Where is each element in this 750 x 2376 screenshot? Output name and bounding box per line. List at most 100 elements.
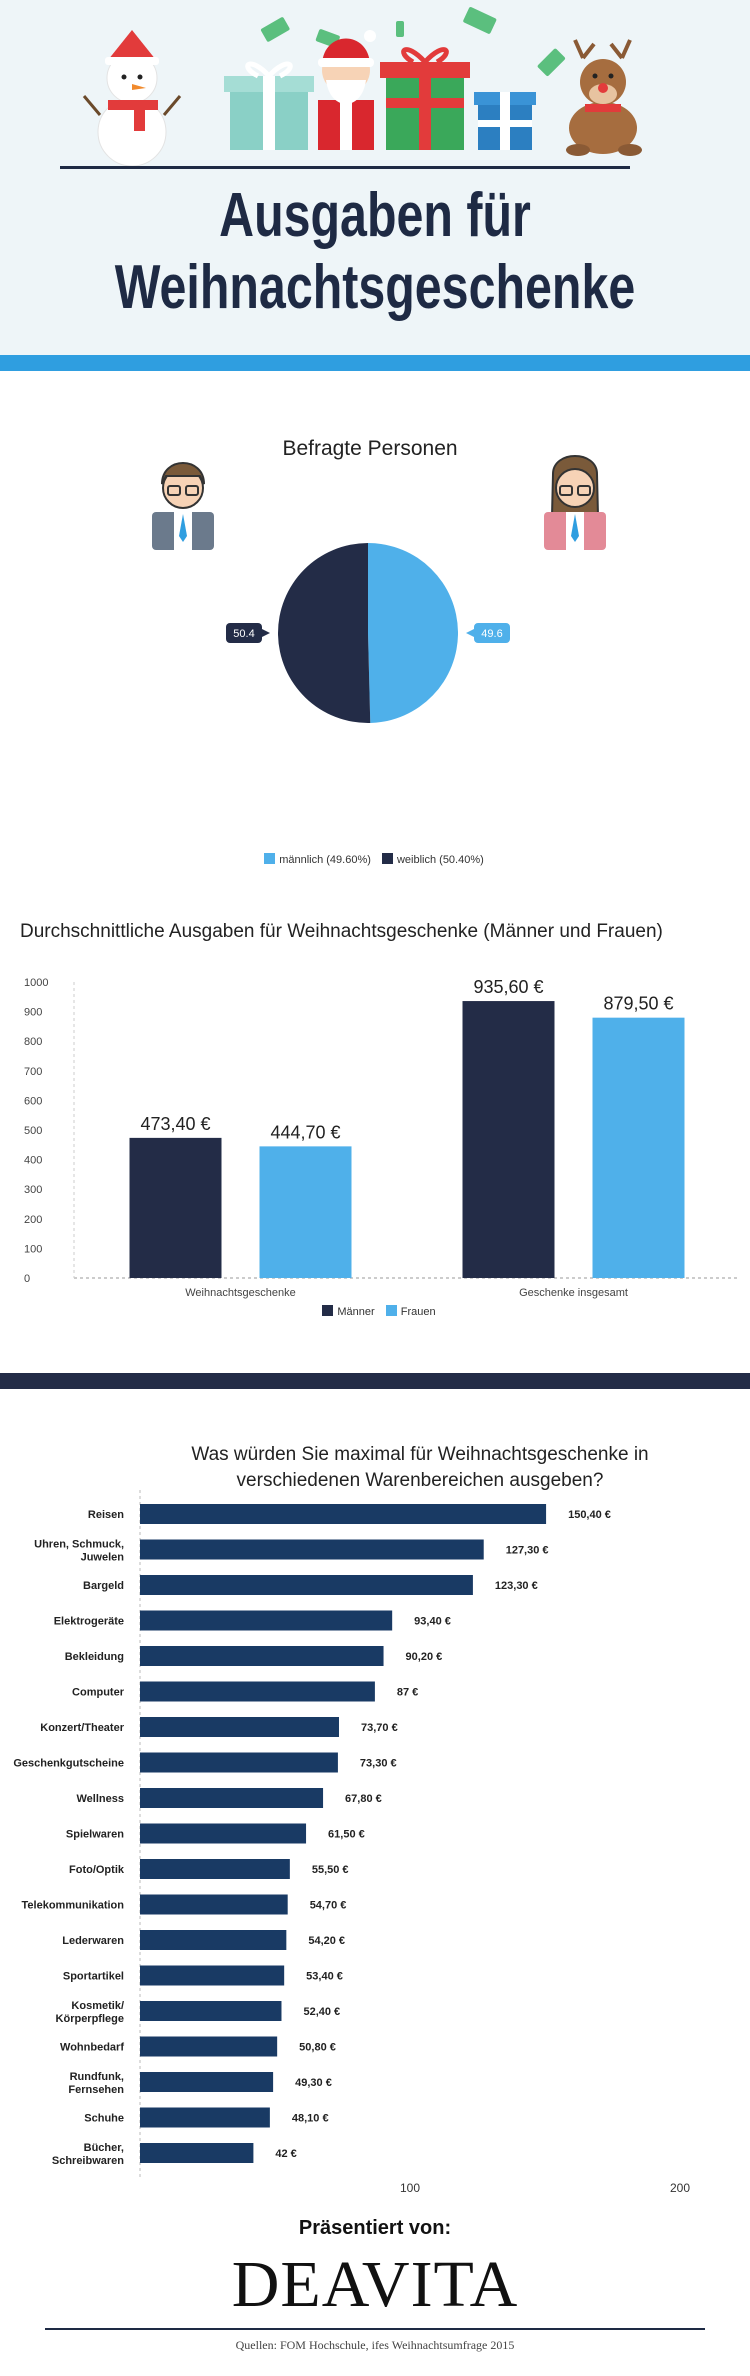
hbar-category-label: Telekommunikation <box>22 1900 125 1912</box>
bar-women <box>592 1017 685 1278</box>
page-title-line1: Ausgaben für <box>219 181 531 250</box>
y-tick-label: 700 <box>24 1066 42 1078</box>
header-banner <box>0 0 750 355</box>
hbar-value-label: 61,50 € <box>328 1829 365 1841</box>
hbar-category-label: Lederwaren <box>62 1935 124 1947</box>
legend-swatch-women <box>385 1305 397 1316</box>
hbar-value-label: 67,80 € <box>345 1793 382 1805</box>
hbar-value-label: 50,80 € <box>299 2042 336 2054</box>
gift-icon <box>380 47 470 150</box>
hbar-category-label: Bargeld <box>83 1580 124 1592</box>
hbar-category-label: Geschenkgutscheine <box>13 1758 124 1770</box>
pie-chart: 49.6 50.4 <box>152 455 606 723</box>
hbar-value-label: 150,40 € <box>568 1509 611 1521</box>
hbar-bar <box>140 1681 375 1702</box>
hbar-category-label: Kosmetik/ <box>71 2000 124 2012</box>
hbar-bar <box>140 1788 324 1808</box>
pie-legend: männlich (49.60%) weiblich (50.40%) <box>0 853 740 866</box>
hbar-bar <box>140 1539 484 1560</box>
santa-icon <box>318 30 376 150</box>
hbar-value-label: 54,70 € <box>310 1900 347 1912</box>
footer-divider <box>45 2328 705 2330</box>
pie-label-box <box>474 623 510 643</box>
gift-icon <box>224 61 314 150</box>
hbar-bar <box>140 1717 339 1737</box>
hbar-value-label: 54,20 € <box>308 1935 345 1947</box>
hbar-bar <box>140 1894 288 1915</box>
legend-swatch-female <box>381 853 393 864</box>
hbar-category-label: Körperpflege <box>56 2013 124 2025</box>
hbar-category-label: Reisen <box>88 1509 124 1521</box>
hbar-bar <box>140 1823 307 1844</box>
sources-text: Quellen: FOM Hochschule, ifes Weihnachts… <box>235 2338 515 2352</box>
bar-value-label: 879,50 € <box>603 994 673 1014</box>
y-tick-label: 800 <box>24 1036 42 1048</box>
hbar-value-label: 55,50 € <box>312 1864 349 1876</box>
x-tick-label: Geschenke insgesamt <box>519 1287 628 1299</box>
hbar-bar <box>140 2072 274 2092</box>
pie-slice <box>368 543 459 723</box>
hbar-value-label: 42 € <box>275 2148 296 2160</box>
gift-icon <box>474 92 536 150</box>
legend-label-female: weiblich (50.40%) <box>396 854 484 866</box>
y-tick-label: 0 <box>24 1273 30 1285</box>
bar-men <box>129 1137 222 1278</box>
hbar-bar <box>140 1504 547 1524</box>
hbar-bar <box>140 1859 290 1879</box>
x-tick-label: Weihnachtsgeschenke <box>185 1287 295 1299</box>
x-tick-label: 200 <box>670 2181 690 2195</box>
legend-swatch-men <box>322 1305 334 1316</box>
snowman-icon <box>82 30 182 167</box>
hbar-category-label: Wohnbedarf <box>60 2042 124 2054</box>
y-tick-label: 500 <box>24 1125 42 1137</box>
bar-women <box>259 1146 352 1278</box>
y-tick-label: 100 <box>24 1243 42 1255</box>
pie-label-box <box>226 623 262 643</box>
hbar-bar <box>140 2107 270 2128</box>
hbar-bar <box>140 2001 282 2021</box>
hbar-category-label: Elektrogeräte <box>54 1616 124 1628</box>
hbar-category-label: Juwelen <box>81 1552 125 1564</box>
section-divider <box>0 1373 750 1389</box>
pie-label-pointer <box>466 629 474 637</box>
page-title-line2: Weihnachtsgeschenke <box>114 253 636 322</box>
hbar-value-label: 48,10 € <box>292 2113 329 2125</box>
hbar-bar <box>140 1930 287 1950</box>
hbar-bar <box>140 1646 384 1666</box>
hbar-bar <box>140 1610 393 1631</box>
hbar-category-label: Foto/Optik <box>69 1864 125 1876</box>
female-person-icon <box>544 455 606 550</box>
x-tick-label: 100 <box>400 2181 420 2195</box>
hbar-category-label: Sportartikel <box>63 1971 124 1983</box>
hbar-value-label: 49,30 € <box>295 2077 332 2089</box>
y-tick-label: 1000 <box>24 977 48 989</box>
bar-chart: 0 100 200 300 400 500 600 700 800 900 1000 473,40 €… <box>24 977 740 1299</box>
hbar-category-label: Spielwaren <box>66 1829 124 1841</box>
hbar-category-label: Konzert/Theater <box>40 1722 124 1734</box>
y-tick-label: 900 <box>24 1007 42 1019</box>
hbar-value-label: 73,70 € <box>361 1722 398 1734</box>
pie-data-label: 50.4 <box>233 628 254 640</box>
hbar-category-label: Computer <box>72 1687 125 1699</box>
legend-label-women: Frauen <box>400 1306 436 1318</box>
hbar-value-label: 52,40 € <box>303 2006 340 2018</box>
hbar-category-label: Schuhe <box>84 2113 124 2125</box>
hbar-chart: 150,40 € Reisen 127,30 € Uhren, Schmuck,Juw… <box>13 1490 690 2195</box>
hbar-chart-title: Was würden Sie maximal für Weihnachtsges… <box>191 1444 649 1491</box>
presented-by-label: Präsentiert von: <box>298 2217 452 2239</box>
legend-swatch-male <box>264 853 276 864</box>
christmas-illustration <box>82 7 642 167</box>
y-tick-label: 400 <box>24 1155 42 1167</box>
hbar-value-label: 87 € <box>397 1687 418 1699</box>
hbar-category-label: Bücher, <box>84 2142 124 2154</box>
reindeer-icon <box>566 39 642 156</box>
hbar-category-label: Uhren, Schmuck, <box>34 1539 124 1551</box>
hbar-bar <box>140 1752 338 1773</box>
hbar-category-label: Schreibwaren <box>52 2155 124 2167</box>
legend-label-men: Männer <box>337 1306 375 1318</box>
hbar-value-label: 123,30 € <box>495 1580 538 1592</box>
bar-chart-title: Durchschnittliche Ausgaben für Weihnacht… <box>20 921 663 942</box>
pie-label-pointer <box>262 629 270 637</box>
bar-men <box>462 1001 555 1278</box>
hbar-category-label: Wellness <box>77 1793 125 1805</box>
